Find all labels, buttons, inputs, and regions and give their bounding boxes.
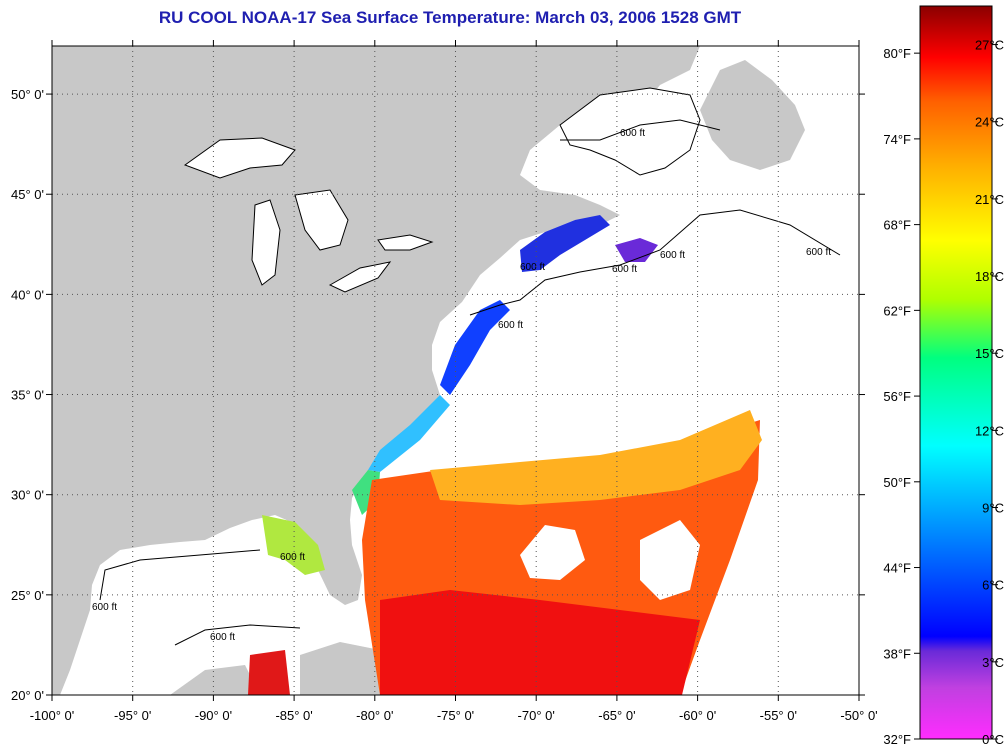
isobath-label: 600 ft [92, 602, 117, 613]
fahrenheit-label: 68°F [883, 218, 911, 233]
lon-tick-label: -60° 0' [679, 708, 716, 723]
lat-tick-label: 40° 0' [11, 287, 44, 302]
land-yucatan [170, 665, 260, 695]
sst-mid-atlantic [440, 300, 510, 395]
lon-tick-label: -80° 0' [356, 708, 393, 723]
lon-tick-label: -90° 0' [195, 708, 232, 723]
isobath-label: 600 ft [210, 632, 235, 643]
sst-nova-scotia [615, 238, 658, 262]
fahrenheit-label: 32°F [883, 732, 911, 747]
isobath-label: 600 ft [498, 320, 523, 331]
lake-michigan [251, 199, 281, 286]
lake-superior [183, 137, 296, 179]
lake-huron [294, 189, 349, 251]
celsius-label: 15°C [975, 346, 1004, 361]
isobath-label: 600 ft [620, 128, 645, 139]
isobath-label: 600 ft [612, 264, 637, 275]
lon-tick-label: -95° 0' [114, 708, 151, 723]
celsius-label: 21°C [975, 192, 1004, 207]
isobath-line [99, 549, 261, 601]
sst-carolina [368, 395, 450, 472]
sst-cloud-gap-2 [640, 520, 700, 600]
fahrenheit-label: 62°F [883, 303, 911, 318]
isobath-line [469, 209, 841, 316]
isobath-line [174, 624, 301, 646]
axis-labels: -100° 0' -95° 0' -90° 0' -85° 0' -80° 0' -75°… [11, 40, 878, 723]
isobath-label: 600 ft [280, 552, 305, 563]
fahrenheit-label: 50°F [883, 475, 911, 490]
lon-tick-label: -70° 0' [518, 708, 555, 723]
lon-tick-label: -50° 0' [840, 708, 877, 723]
celsius-label: 18°C [975, 269, 1004, 284]
lat-tick-label: 35° 0' [11, 388, 44, 403]
celsius-label: 6°C [982, 578, 1004, 593]
sst-caribbean [248, 650, 290, 695]
isobath-label: 600 ft [520, 262, 545, 273]
fahrenheit-label: 44°F [883, 561, 911, 576]
celsius-label: 3°C [982, 655, 1004, 670]
lon-tick-label: -65° 0' [598, 708, 635, 723]
lat-tick-label: 50° 0' [11, 87, 44, 102]
lon-tick-label: -75° 0' [437, 708, 474, 723]
lon-tick-label: -55° 0' [760, 708, 797, 723]
colorbar-labels: 27°C 24°C 21°C 18°C 15°C 12°C 9°C 6°C 3°C 0°C 80°F… [883, 38, 1004, 747]
fahrenheit-label: 74°F [883, 132, 911, 147]
sst-gulf-florida [262, 515, 325, 575]
fahrenheit-label: 56°F [883, 389, 911, 404]
celsius-label: 27°C [975, 38, 1004, 53]
lat-tick-label: 20° 0' [11, 688, 44, 703]
celsius-label: 24°C [975, 115, 1004, 130]
land-north-america [52, 46, 700, 695]
isobath-line [560, 119, 721, 141]
sst-subtropical-yellow [430, 410, 762, 505]
celsius-label: 9°C [982, 501, 1004, 516]
isobath-label: 600 ft [660, 250, 685, 261]
gulf-st-lawrence [559, 87, 701, 176]
land-newfoundland [700, 60, 805, 170]
map-title: RU COOL NOAA-17 Sea Surface Temperature:… [158, 8, 742, 27]
lake-erie [328, 261, 392, 293]
map-border [51, 45, 860, 696]
celsius-label: 12°C [975, 423, 1004, 438]
lon-tick-label: -100° 0' [30, 708, 75, 723]
isobath-label: 600 ft [806, 247, 831, 258]
celsius-label: 0°C [982, 732, 1004, 747]
graticule [52, 46, 859, 695]
sst-north-coast [520, 215, 610, 272]
lat-tick-label: 30° 0' [11, 488, 44, 503]
colorbar [919, 5, 993, 740]
lat-tick-label: 45° 0' [11, 187, 44, 202]
lake-ontario [377, 234, 434, 251]
fahrenheit-label: 80°F [883, 46, 911, 61]
lat-tick-label: 25° 0' [11, 588, 44, 603]
fahrenheit-label: 38°F [883, 646, 911, 661]
sst-south-red [380, 590, 700, 695]
lon-tick-label: -85° 0' [275, 708, 312, 723]
